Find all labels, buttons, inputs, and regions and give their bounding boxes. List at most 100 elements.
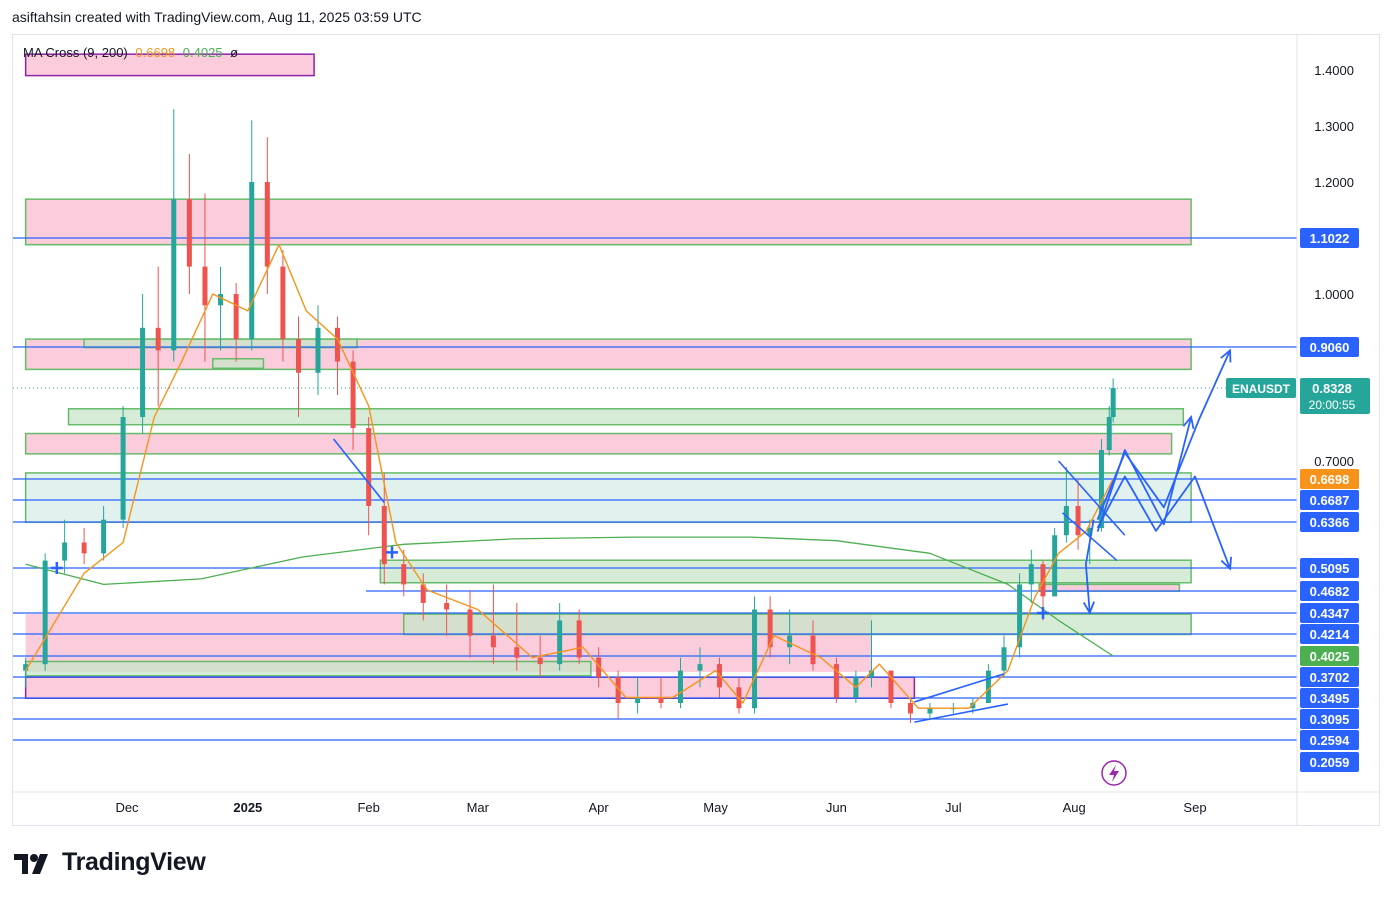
candle-body[interactable] [233,294,239,340]
candle-body[interactable] [315,327,321,373]
candle-body[interactable] [576,620,582,658]
candle-body[interactable] [927,708,933,714]
zone-pink-0[interactable] [24,53,315,77]
candle-body[interactable] [249,182,255,340]
price-label: 0.9060 [1310,340,1350,355]
x-axis-label: Sep [1183,800,1206,815]
candle-body[interactable] [658,697,664,703]
candle-body[interactable] [1075,505,1081,536]
candle-body[interactable] [280,266,286,340]
price-label-box [1300,581,1359,601]
signal-cross-icon[interactable] [50,562,63,574]
candle-body[interactable] [155,327,161,351]
zone-pink-13[interactable] [24,676,916,700]
lightning-glyph [1109,765,1119,782]
candle-body[interactable] [420,584,426,603]
candle-body[interactable] [888,670,894,703]
price-label-box [1300,228,1359,248]
price-label: 0.3702 [1310,670,1350,685]
zone-green-12[interactable] [24,660,592,677]
zone-green-4[interactable] [212,358,265,370]
price-label: 0.6698 [1310,472,1350,487]
forecast-path-1[interactable] [1096,475,1231,570]
candle-body[interactable] [514,647,520,658]
candle-body[interactable] [1110,388,1116,418]
candle-body[interactable] [81,542,87,554]
tradingview-logo-icon [14,853,48,874]
candle-body[interactable] [635,697,641,703]
candle-body[interactable] [381,505,387,565]
candle-body[interactable] [907,702,913,714]
candle-body[interactable] [23,664,29,671]
candle-body[interactable] [752,609,758,709]
candle-body[interactable] [1087,528,1093,536]
signal-cross-icon[interactable] [386,546,399,559]
candle-body[interactable] [677,670,683,703]
candle-body[interactable] [218,294,224,306]
trend-line-2[interactable] [914,673,1005,703]
candle-body[interactable] [186,199,192,267]
zone-pink-6[interactable] [24,432,1173,455]
zone-pink-9[interactable] [1038,583,1181,592]
signal-cross-icon[interactable] [1036,607,1049,619]
price-label: 0.4214 [1310,627,1351,642]
candle-body[interactable] [467,609,473,636]
candle-body[interactable] [1063,505,1069,536]
candle-body[interactable] [366,428,372,506]
candle-body[interactable] [697,664,703,671]
trend-line-1[interactable] [914,703,1009,723]
candle-body[interactable] [334,327,340,362]
candle-body[interactable] [101,519,107,554]
candle-body[interactable] [264,182,270,267]
candle-body[interactable] [350,361,356,429]
price-label-box [1300,490,1359,510]
candle-body[interactable] [557,620,563,665]
candle-body[interactable] [970,702,976,709]
price-label-box [1300,512,1359,532]
candle-body[interactable] [787,635,793,648]
candle-body[interactable] [1106,417,1112,451]
candle-body[interactable] [868,670,874,678]
trend-line-3[interactable] [1057,460,1126,536]
symbol-name: ENAUSDT [1232,382,1291,396]
candle-body[interactable] [810,635,816,665]
candle-body[interactable] [1098,450,1104,529]
candle-body[interactable] [401,564,407,585]
tradingview-logo[interactable]: TradingView [14,848,206,877]
candle-body[interactable] [596,657,602,678]
zone-green-11[interactable] [402,613,1192,636]
candle-body[interactable] [202,266,208,306]
candle-body[interactable] [490,635,496,648]
chart-frame[interactable] [12,34,1380,826]
trend-line-0[interactable] [332,438,385,504]
candle-body[interactable] [985,670,991,703]
trend-line-4[interactable] [1061,512,1118,562]
candle-body[interactable] [42,560,48,665]
candle-body[interactable] [444,602,450,610]
candle-body[interactable] [1028,564,1034,585]
candle-body[interactable] [140,327,146,418]
zone-green-8[interactable] [379,559,1192,584]
zone-teal-7[interactable] [24,472,1192,523]
candle-body[interactable] [120,417,126,520]
candle-body[interactable] [767,609,773,648]
candle-body[interactable] [537,657,543,665]
candle-body[interactable] [1040,564,1046,597]
price-label-box [1300,624,1359,644]
forecast-path-2[interactable] [1084,519,1095,613]
candle-body[interactable] [171,199,177,351]
candle-body[interactable] [833,664,839,698]
zone-green-5[interactable] [67,408,1185,426]
forecast-path-3[interactable] [1096,416,1192,532]
ma-fast-value: 0.6698 [135,45,176,60]
price-label: 0.3495 [1310,691,1350,706]
candle-body[interactable] [1017,584,1023,648]
candle-body[interactable] [296,339,302,373]
indicator-legend[interactable]: MA Cross (9, 200) 0.6698 0.4025 ø [23,45,238,60]
candle-body[interactable] [62,542,68,561]
candle-body[interactable] [1001,647,1007,671]
candle-body[interactable] [615,677,621,703]
candle-body[interactable] [1052,535,1058,597]
zone-pink-1[interactable] [24,198,1192,246]
